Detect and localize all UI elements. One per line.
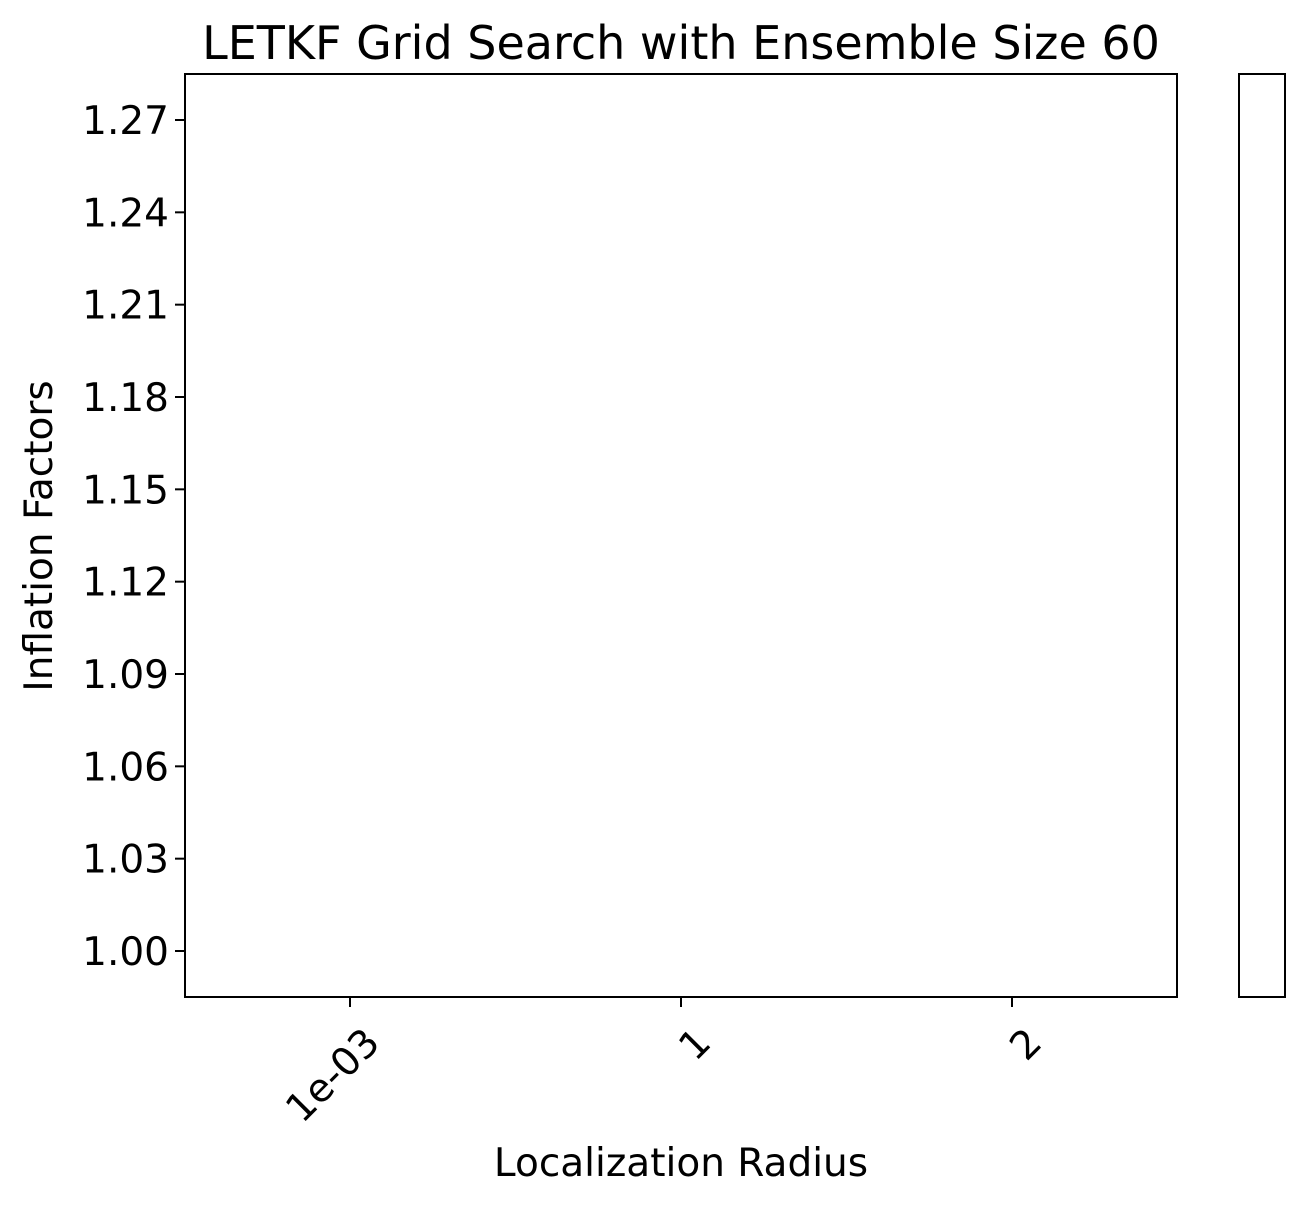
y-axis-ticks: 1.00 1.03 1.06 1.09 1.12 1.15 1.18 1.21 1.24 1.27 — [82, 99, 185, 975]
colorbar — [1238, 73, 1286, 998]
y-tick-label: 1.09 — [82, 653, 169, 698]
y-tick-label: 1.27 — [82, 99, 169, 144]
y-axis-label: Inflation Factors — [17, 380, 62, 692]
y-tick-label: 1.15 — [82, 468, 169, 513]
plot-area — [184, 73, 1178, 998]
y-tick-label: 1.00 — [82, 930, 169, 975]
x-axis-label: Localization Radius — [494, 1141, 868, 1186]
y-tick-label: 1.18 — [82, 376, 169, 421]
y-tick-label: 1.06 — [82, 745, 169, 790]
y-tick-label: 1.03 — [82, 838, 169, 883]
y-tick-label: 1.24 — [82, 191, 169, 236]
y-tick-label: 1.12 — [82, 561, 169, 606]
chart-title: LETKF Grid Search with Ensemble Size 60 — [202, 16, 1160, 70]
y-tick-label: 1.21 — [82, 284, 169, 329]
